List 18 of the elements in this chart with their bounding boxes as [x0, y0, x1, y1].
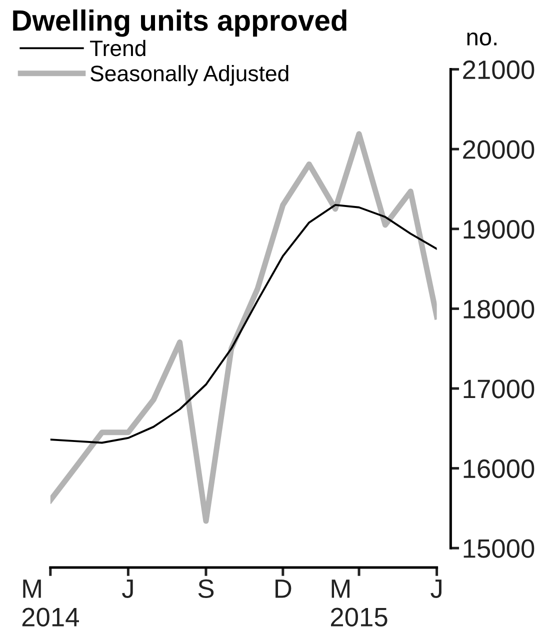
legend-label: Seasonally Adjusted [90, 65, 288, 86]
chart-title: Dwelling units approved [13, 9, 346, 37]
legend-label: Trend [90, 40, 146, 56]
y-tick-label: 20000 [463, 140, 534, 159]
x-tick-label: J [122, 580, 133, 598]
x-tick-label: D [276, 580, 292, 598]
y-tick-label: 16000 [464, 459, 534, 478]
y-axis-title: no. [467, 32, 496, 46]
y-tick-label: 18000 [464, 300, 534, 319]
x-tick-label: S [198, 579, 214, 598]
y-tick-label: 17000 [464, 380, 534, 398]
line-series [50, 204, 437, 444]
x-tick-label: M 2015 [330, 580, 388, 626]
x-tick-label: J [430, 580, 442, 598]
y-tick-label: 19000 [464, 220, 534, 239]
y-tick-label: 15000 [464, 539, 534, 558]
y-tick-label: 21000 [463, 60, 534, 80]
x-tick-label: M 2014 [22, 580, 79, 626]
